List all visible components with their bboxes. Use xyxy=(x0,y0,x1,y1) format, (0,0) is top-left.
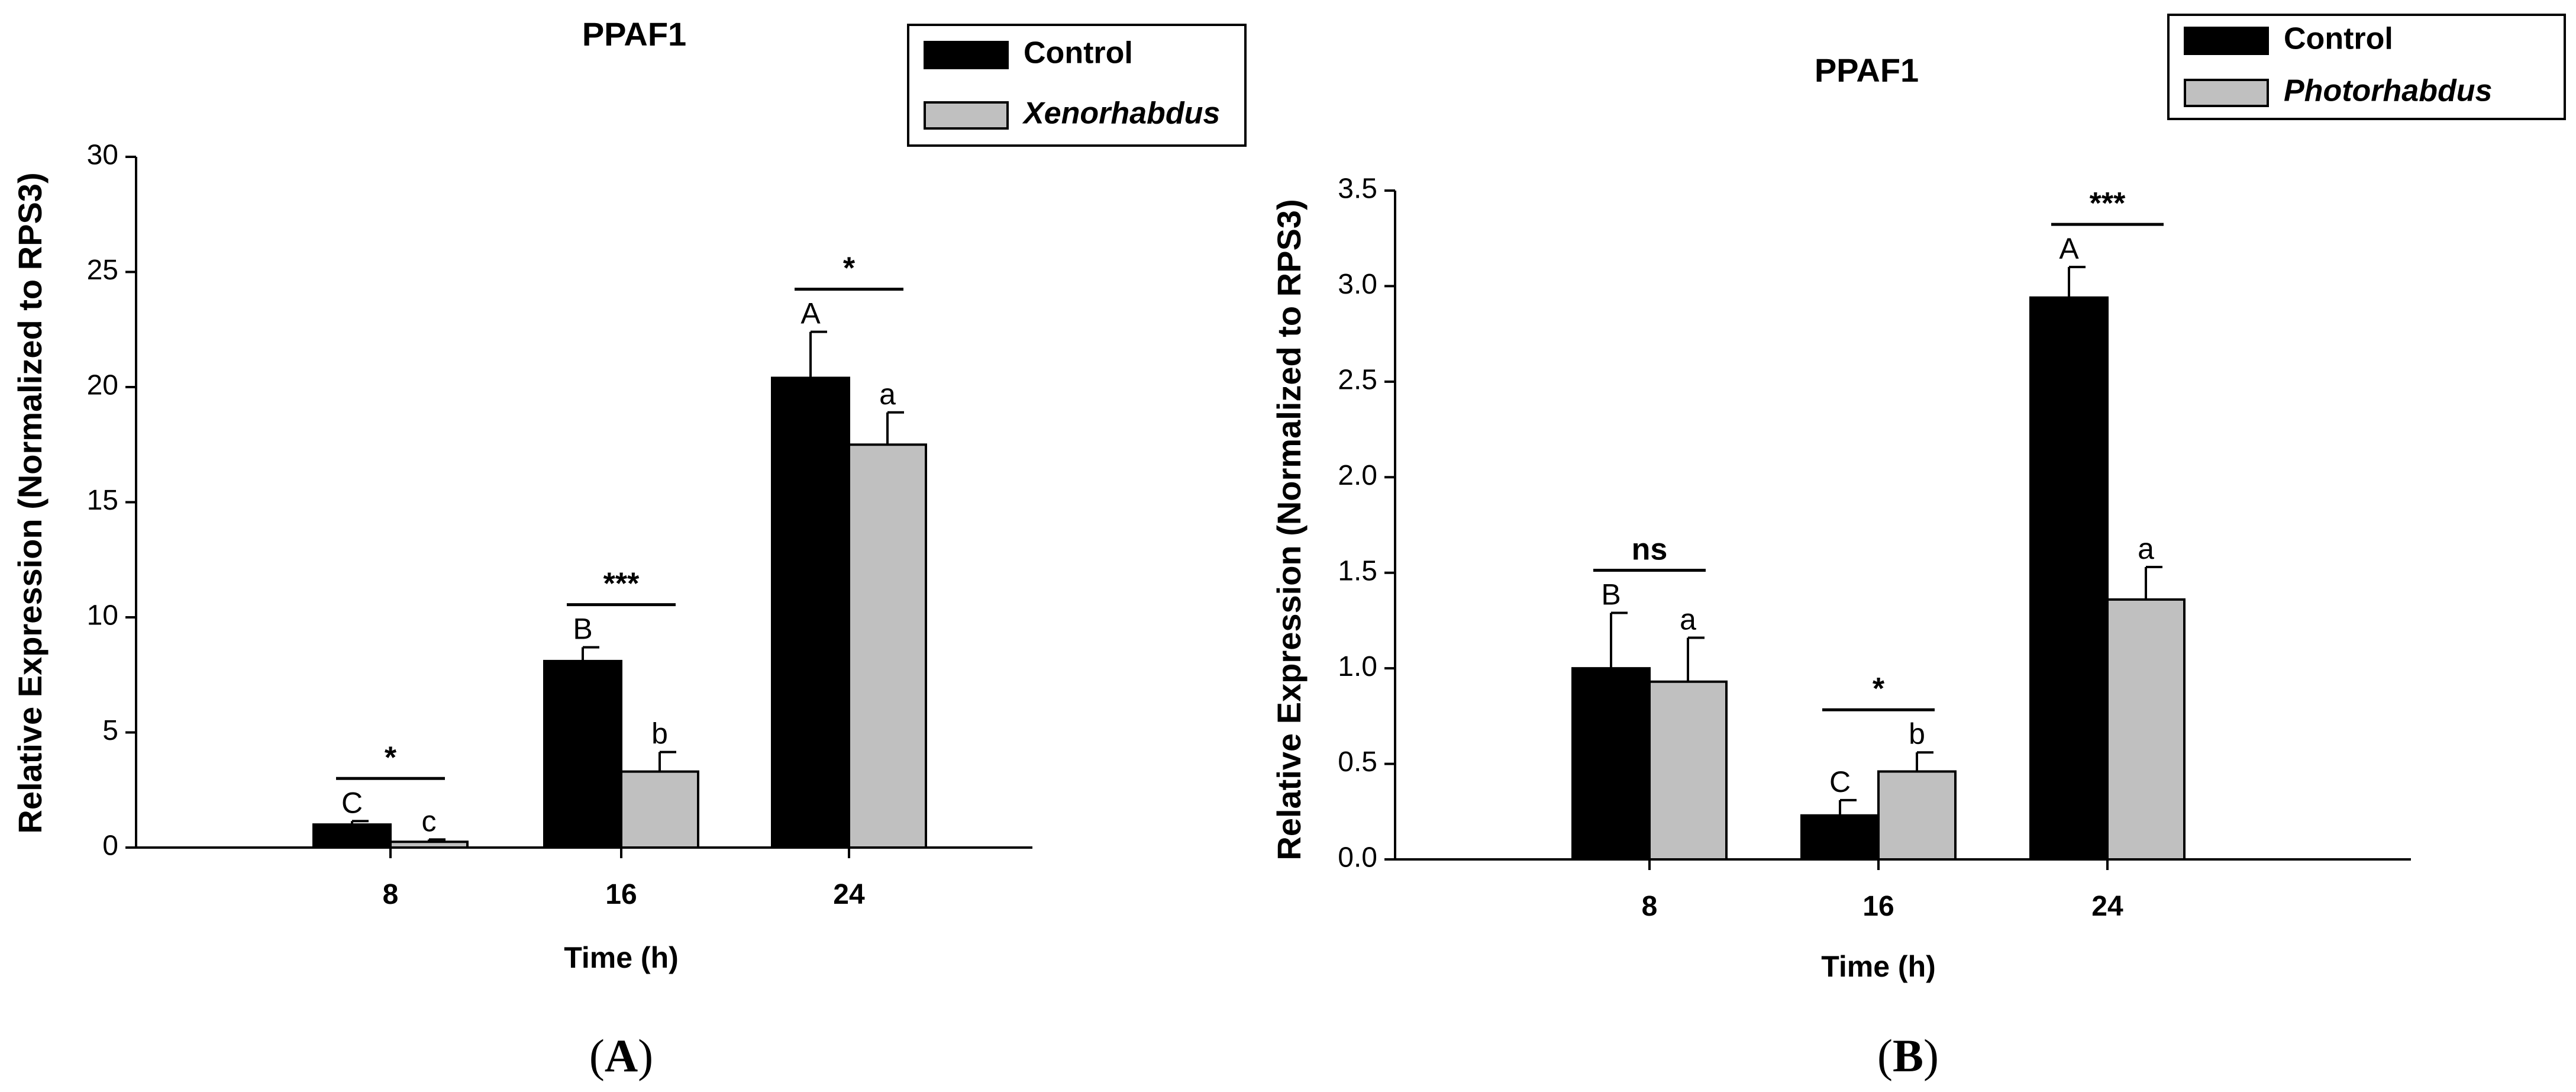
significance-letter: a xyxy=(1680,603,1696,636)
chart-panel-b: PPAF1 0.0 0.5 1.0 1.5 2.0 2.5 3.0 3.5 8 16 24 Time (… xyxy=(1270,14,2566,1081)
x-tick-label: 24 xyxy=(833,879,865,910)
legend-label-xenorhabdus: Xenorhabdus xyxy=(1022,96,1220,131)
bar-control-24 xyxy=(2029,296,2109,861)
x-axis-label: Time (h) xyxy=(564,941,679,974)
significance-letter: B xyxy=(1601,578,1621,611)
y-tick-label: 15 xyxy=(87,485,118,516)
x-tick-label: 24 xyxy=(2091,891,2123,922)
y-tick-label: 0 xyxy=(102,830,118,862)
legend-swatch-control xyxy=(2184,27,2269,55)
chart-title: PPAF1 xyxy=(582,15,686,53)
y-tick-label: 20 xyxy=(87,370,118,401)
y-tick-label: 10 xyxy=(87,600,118,632)
chart-title: PPAF1 xyxy=(1815,51,1919,89)
y-tick-label: 3.0 xyxy=(1338,269,1377,300)
y-tick-label: 3.5 xyxy=(1338,173,1377,205)
bar-control-24 xyxy=(771,376,850,849)
bar-photorhabdus-8 xyxy=(1648,680,1728,861)
bar-control-8 xyxy=(1571,667,1651,861)
bar-control-16 xyxy=(1800,814,1880,861)
significance-letter: c xyxy=(422,804,437,837)
significance-letter: B xyxy=(573,613,592,646)
significance-marker: *** xyxy=(603,567,640,601)
significance-letter: a xyxy=(2138,532,2154,565)
y-tick-label: 1.0 xyxy=(1338,651,1377,682)
bar-xenorhabdus-16 xyxy=(620,770,699,849)
legend-label-control: Control xyxy=(2284,22,2393,56)
x-axis-label: Time (h) xyxy=(1821,950,1936,983)
significance-letter: a xyxy=(879,378,896,411)
y-tick-label: 2.0 xyxy=(1338,460,1377,491)
significance-marker: ns xyxy=(1632,533,1668,567)
legend-swatch-photorhabdus xyxy=(2184,79,2269,107)
significance-letter: A xyxy=(800,297,821,330)
bar-xenorhabdus-8 xyxy=(389,840,469,849)
x-tick-label: 16 xyxy=(1862,891,1894,922)
y-tick-label: 25 xyxy=(87,255,118,286)
significance-marker: * xyxy=(385,740,397,775)
chart-panel-a: PPAF1 0 5 10 15 20 25 30 8 16 24 Time (h) Relative E… xyxy=(11,15,1247,1081)
bar-control-16 xyxy=(543,659,622,849)
significance-letter: A xyxy=(2059,232,2079,265)
legend-swatch-xenorhabdus xyxy=(924,101,1009,130)
y-axis-label: Relative Expression (Normalized to RPS3) xyxy=(11,172,49,833)
y-axis-label: Relative Expression (Normalized to RPS3) xyxy=(1270,199,1308,860)
bar-control-8 xyxy=(312,823,392,849)
bar-xenorhabdus-24 xyxy=(848,443,927,849)
y-tick-label: 1.5 xyxy=(1338,555,1377,587)
x-tick-label: 8 xyxy=(383,879,399,910)
significance-marker: * xyxy=(843,252,856,286)
y-tick-label: 0.0 xyxy=(1338,842,1377,874)
significance-letter: C xyxy=(341,786,363,819)
legend-label-control: Control xyxy=(1024,36,1133,70)
significance-letter: C xyxy=(1829,765,1851,798)
x-tick-label: 8 xyxy=(1642,891,1658,922)
y-tick-label: 5 xyxy=(102,715,118,746)
x-tick-label: 16 xyxy=(605,879,637,910)
legend-swatch-control xyxy=(924,41,1009,69)
panel-label: (A) xyxy=(589,1030,653,1081)
panel-label: (B) xyxy=(1877,1030,1939,1081)
bar-photorhabdus-16 xyxy=(1877,770,1957,861)
significance-letter: b xyxy=(1909,717,1925,750)
y-tick-label: 30 xyxy=(87,140,118,171)
significance-letter: b xyxy=(651,717,668,750)
bar-photorhabdus-24 xyxy=(2106,598,2186,861)
legend-label-photorhabdus: Photorhabdus xyxy=(2284,74,2492,108)
y-tick-label: 0.5 xyxy=(1338,746,1377,778)
y-tick-label: 2.5 xyxy=(1338,365,1377,396)
significance-marker: *** xyxy=(2090,186,2126,221)
significance-marker: * xyxy=(1873,672,1885,706)
